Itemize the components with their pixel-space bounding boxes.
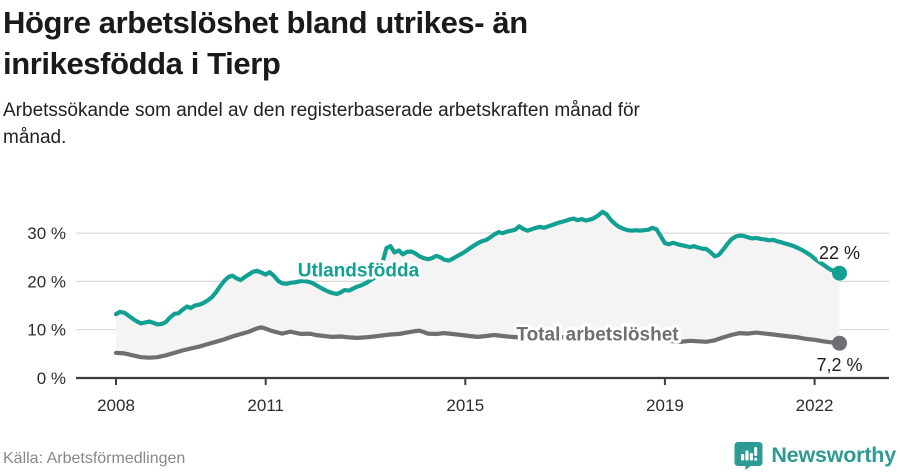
series-endpoint-total-arbetsloshet: [832, 335, 847, 351]
x-axis-label: 2022: [796, 396, 834, 415]
logo-bar-medium: [750, 453, 754, 461]
x-axis-label: 2019: [646, 396, 684, 415]
x-axis-label: 2015: [446, 396, 484, 415]
x-axis-label: 2008: [97, 396, 135, 415]
y-axis-label: 0 %: [37, 369, 66, 388]
logo-bar-short: [741, 454, 745, 461]
end-value-utlandsfodda: 22 %: [819, 243, 860, 263]
series-line-total-arbetsloshet: [113, 325, 842, 360]
series-line-utlandsfodda: [113, 209, 842, 327]
series-label-utlandsfodda: Utlandsfödda: [298, 261, 420, 282]
chart-subtitle: Arbetssökande som andel av den registerb…: [3, 100, 640, 148]
x-axis-label: 2011: [247, 396, 284, 415]
logo-bar-tall: [745, 450, 749, 461]
y-axis-label: 30 %: [27, 224, 66, 243]
fill-between-series: [116, 211, 840, 358]
end-value-total-arbetsloshet: 7,2 %: [816, 355, 862, 375]
y-axis-labels: 0 % 10 % 20 % 30 %: [27, 224, 66, 388]
series-label-total-arbetsloshet: Total arbetslöshet: [516, 325, 679, 346]
chart-footer: Källa: Arbetsförmedlingen Newsworthy: [0, 440, 900, 474]
y-axis-label: 20 %: [27, 272, 66, 291]
logo-exclamation-dot: [754, 457, 758, 461]
chart-header: Högre arbetslöshet bland utrikes- än inr…: [3, 0, 883, 151]
source-note: Källa: Arbetsförmedlingen: [3, 450, 186, 467]
axes: [76, 376, 889, 385]
brand-name: Newsworthy: [771, 443, 896, 467]
x-axis-labels: 2008 2011 2015 2019 2022: [97, 396, 833, 415]
logo-exclamation-stem: [754, 447, 758, 456]
newsworthy-brand: Newsworthy: [734, 441, 896, 470]
chart-title: Högre arbetslöshet bland utrikes- än inr…: [3, 5, 528, 81]
newsworthy-logo-icon: [734, 442, 763, 470]
series-endpoint-utlandsfodda: [832, 265, 847, 281]
y-axis-label: 10 %: [27, 321, 66, 340]
